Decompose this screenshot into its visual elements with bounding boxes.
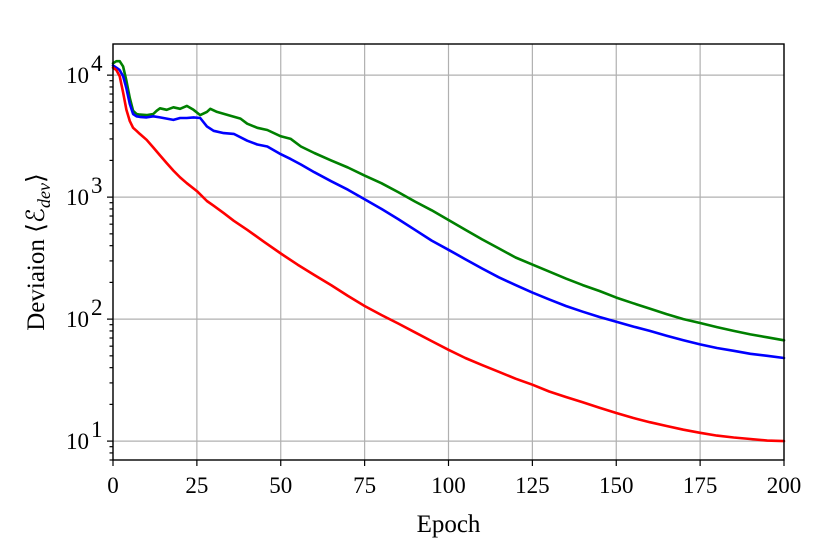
y-tick-label: 10 [66, 185, 89, 210]
y-tick-exponent: 3 [91, 173, 103, 198]
y-tick-exponent: 1 [91, 417, 103, 442]
x-tick-label: 175 [683, 473, 718, 498]
y-axis-label-main: Deviaion ⟨ℰ [23, 208, 50, 331]
x-tick-label: 150 [599, 473, 634, 498]
series-line-2 [111, 64, 786, 360]
y-axis-label-close: ⟩ [23, 173, 50, 183]
series-line-3 [111, 66, 786, 443]
y-tick-exponent: 2 [91, 295, 103, 320]
x-tick-label: 125 [515, 473, 550, 498]
y-tick-label: 10 [66, 63, 89, 88]
x-tick-label: 75 [353, 473, 376, 498]
y-tick-label: 10 [66, 307, 89, 332]
x-tick-label: 200 [767, 473, 802, 498]
series-line-1 [111, 59, 786, 342]
y-tick-label: 10 [66, 429, 89, 454]
x-tick-label: 0 [107, 473, 119, 498]
y-axis-label-subscript: dev [34, 183, 54, 208]
x-axis-label: Epoch [417, 511, 481, 538]
x-tick-label: 50 [269, 473, 292, 498]
x-tick-label: 100 [431, 473, 466, 498]
grid-lines [112, 44, 785, 460]
y-tick-exponent: 4 [91, 51, 103, 76]
y-axis-label: Deviaion ⟨ℰdev⟩ [23, 173, 54, 331]
series-lines [111, 59, 786, 443]
x-tick-label: 25 [185, 473, 208, 498]
